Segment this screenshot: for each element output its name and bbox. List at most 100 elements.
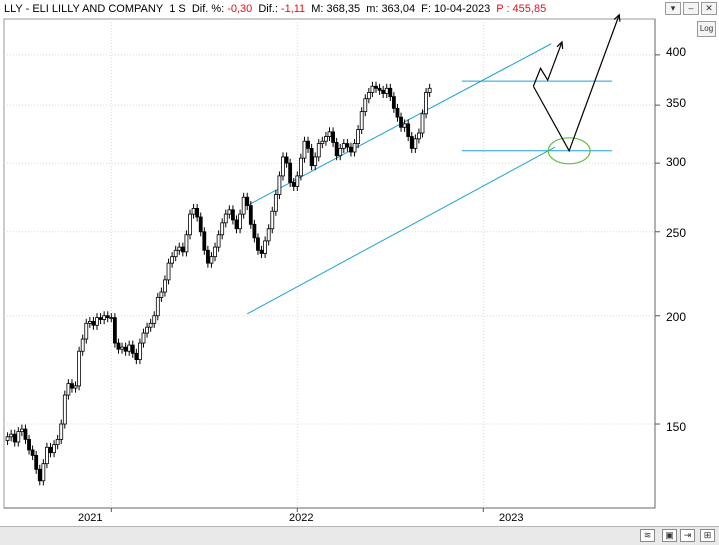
candle-body [220,222,225,236]
x-tick-label: 2022 [289,512,314,524]
projection-arrow-b-head [613,13,621,22]
candle-body [145,326,149,334]
candle-body [420,113,425,134]
window-controls: ▾ – ✕ [665,2,717,15]
scroll-end-icon[interactable]: ⇥ [680,529,695,542]
candle-body [27,438,31,451]
candle-body [302,140,307,159]
candle-body [306,140,310,149]
candle-body [138,342,142,361]
candle-body [95,317,99,326]
candle-body [70,383,74,389]
candle-body [112,317,117,344]
log-scale-button[interactable]: Log [697,21,716,37]
candle-body [238,213,242,230]
date-value: 10-04-2023 [433,3,491,15]
candle-body [116,342,121,350]
candle-body [48,446,53,454]
candle-body [409,136,414,149]
projection-ellipse [547,137,591,165]
candle-body [123,346,128,352]
min-label: m: [366,3,379,15]
candle-body [316,143,321,158]
dropdown-button[interactable]: ▾ [665,2,681,15]
candle-body [334,141,339,157]
wave-icon[interactable]: ≋ [640,529,655,542]
candle-body [374,85,378,89]
candle-body [349,146,353,153]
candle-body [288,162,293,183]
candle-body [395,107,400,118]
candle-body [195,208,200,218]
y-tick-label: 200 [666,310,687,324]
price-value: 455,85 [512,3,547,15]
candle-body [30,449,35,456]
candle-body [9,433,14,438]
candle-body [45,446,49,465]
candle-body [231,209,235,221]
candle-body [41,463,46,482]
candle-body [366,92,371,100]
candle-body [141,332,146,344]
candle-body [402,123,407,128]
candle-body [134,352,139,361]
close-button[interactable]: ✕ [701,2,717,15]
candle-body [109,317,114,320]
candle-body [80,338,85,352]
candle-body [87,321,92,324]
candle-body [23,428,28,440]
dif-pct-value: -0,30 [227,3,253,15]
date-label: F: [421,3,431,15]
candle-body [406,123,411,137]
candle-body [159,291,164,298]
candle-body [252,223,257,239]
candle-body [98,317,103,320]
grid-icon[interactable]: ⊞ [700,529,715,542]
y-tick-label: 150 [666,420,687,434]
candle-body [298,157,303,177]
candle-body [105,315,110,319]
candle-body [277,175,282,195]
candle-body [19,428,24,433]
candle-body [295,175,300,187]
candle-body [363,98,368,113]
candle-body [331,131,335,143]
candle-body [413,138,418,149]
candle-body [359,111,364,130]
price-label: P : [496,3,510,15]
candle-body [62,394,67,425]
candle-body [327,131,332,137]
candle-body [66,383,71,396]
x-tick-label: 2021 [78,512,103,524]
candle-body [345,143,350,148]
max-label: M: [311,3,324,15]
y-tick-label: 400 [666,45,687,59]
candle-body [256,237,260,251]
candle-body [291,182,296,187]
candle-body [388,87,393,98]
projection-arrow-a-head [556,40,564,49]
minimize-button[interactable]: – [683,2,699,15]
candle-body [163,279,167,293]
dif-label: Dif.: [258,3,278,15]
candle-body [77,350,82,387]
candle-body [417,132,421,140]
projection-arrow-a [532,41,563,87]
candle-body [209,256,214,264]
candle-body [12,433,17,443]
candle-body [273,194,278,212]
candle-body [191,208,196,215]
candle-body [213,246,217,258]
candle-body [184,234,189,253]
save-icon[interactable]: ▣ [662,529,677,542]
candle-body [52,444,56,454]
candle-body [155,296,160,317]
symbol-name: LLY - ELI LILLY AND COMPANY [4,3,164,15]
candle-body [259,249,264,254]
candle-body [356,129,361,144]
candle-body [5,436,10,441]
candle-body [59,423,64,440]
candle-body [234,219,239,230]
candle-body [313,156,318,167]
